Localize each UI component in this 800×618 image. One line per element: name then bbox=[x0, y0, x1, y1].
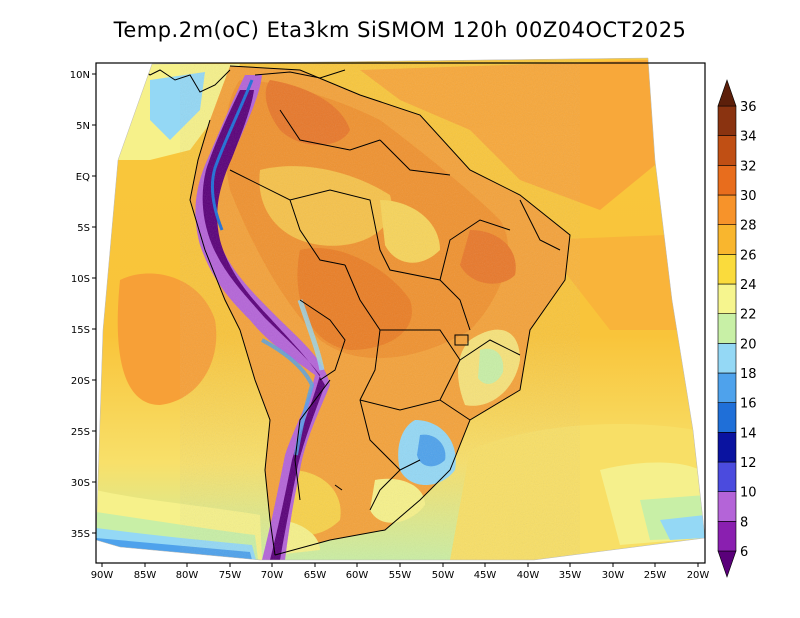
colorbar-bin bbox=[717, 372, 737, 403]
colorbar-label: 28 bbox=[740, 219, 757, 234]
lon-label: 20W bbox=[687, 570, 710, 581]
lon-label: 85W bbox=[134, 570, 157, 581]
colorbar-bin bbox=[717, 135, 737, 166]
colorbar-label: 24 bbox=[740, 278, 757, 293]
country-borders bbox=[189, 65, 571, 556]
lat-label: 30S bbox=[71, 478, 90, 489]
lat-label: 10S bbox=[71, 274, 90, 285]
colorbar-label: 10 bbox=[740, 486, 757, 501]
colorbar-bin bbox=[717, 283, 737, 314]
colorbar-label: 20 bbox=[740, 337, 757, 352]
lon-label: 70W bbox=[261, 570, 284, 581]
map-title: Temp.2m(oC) Eta3km SiSMOM 120h 00Z04OCT2… bbox=[113, 18, 687, 42]
colorbar-min-arrow bbox=[717, 550, 737, 578]
colorbar-label: 32 bbox=[740, 159, 757, 174]
colorbar-bin bbox=[717, 521, 737, 552]
lat-axis: 10N 5N EQ 5S 10S 15S 20S 25S 30S 35S bbox=[70, 70, 96, 540]
colorbar-label: 18 bbox=[740, 367, 757, 382]
map-domain bbox=[96, 58, 705, 560]
colorbar-label: 8 bbox=[740, 515, 748, 530]
colorbar-bin bbox=[717, 491, 737, 522]
lat-label: 15S bbox=[71, 325, 90, 336]
lat-label: 20S bbox=[71, 376, 90, 387]
colorbar-bin bbox=[717, 432, 737, 463]
lat-label: 35S bbox=[71, 529, 90, 540]
lon-label: 30W bbox=[602, 570, 625, 581]
colorbar-label: 34 bbox=[740, 130, 757, 145]
colorbar-bin bbox=[717, 313, 737, 344]
colorbar-label: 30 bbox=[740, 189, 757, 204]
lon-label: 90W bbox=[91, 570, 114, 581]
colorbar-max-arrow bbox=[717, 79, 737, 107]
lat-label: EQ bbox=[76, 172, 90, 183]
lon-label: 75W bbox=[219, 570, 242, 581]
colorbar-label: 12 bbox=[740, 456, 757, 471]
lon-label: 60W bbox=[346, 570, 369, 581]
lon-label: 50W bbox=[432, 570, 455, 581]
colorbar: 6 8 10 12 14 16 18 20 22 24 26 28 30 32 34 36 bbox=[717, 79, 757, 578]
colorbar-label: 26 bbox=[740, 248, 757, 263]
colorbar-bin bbox=[717, 224, 737, 255]
colorbar-bin bbox=[717, 461, 737, 492]
colorbar-label: 6 bbox=[740, 545, 748, 560]
colorbar-bin bbox=[717, 165, 737, 196]
colorbar-label: 22 bbox=[740, 308, 757, 323]
colorbar-label: 36 bbox=[740, 100, 757, 115]
lon-label: 55W bbox=[389, 570, 412, 581]
lon-label: 25W bbox=[644, 570, 667, 581]
colorbar-label: 16 bbox=[740, 397, 757, 412]
lon-label: 45W bbox=[474, 570, 497, 581]
lon-label: 35W bbox=[559, 570, 582, 581]
lat-label: 5S bbox=[77, 223, 90, 234]
lon-label: 65W bbox=[304, 570, 327, 581]
lon-label: 40W bbox=[517, 570, 540, 581]
lat-label: 10N bbox=[70, 70, 90, 81]
lon-label: 80W bbox=[176, 570, 199, 581]
colorbar-bin bbox=[717, 343, 737, 374]
colorbar-bin bbox=[717, 254, 737, 285]
lon-axis: 90W 85W 80W 75W 70W 65W 60W 55W 50W 45W … bbox=[91, 563, 710, 581]
colorbar-label: 14 bbox=[740, 426, 757, 441]
colorbar-bin bbox=[717, 194, 737, 225]
lat-label: 25S bbox=[71, 427, 90, 438]
colorbar-bin bbox=[717, 402, 737, 433]
colorbar-bin bbox=[717, 105, 737, 136]
lat-label: 5N bbox=[76, 121, 90, 132]
